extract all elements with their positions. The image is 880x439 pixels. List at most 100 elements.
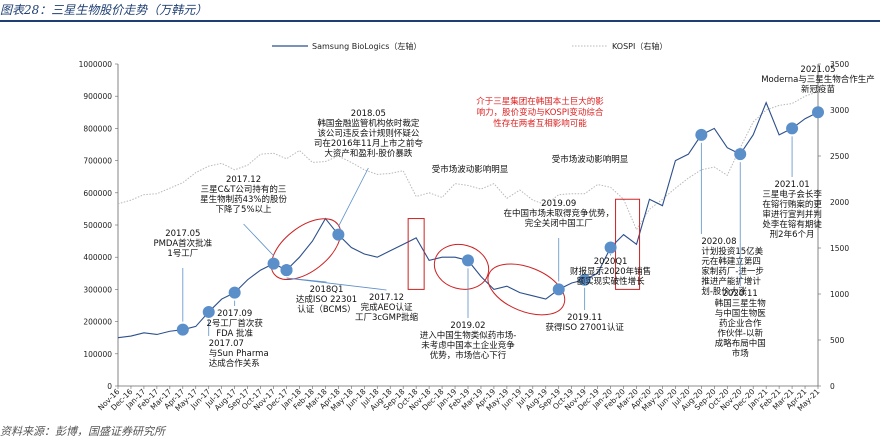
title-rule: [0, 20, 880, 22]
event-annotation-line: 该公司违反会计规则怀疑公: [317, 128, 420, 139]
event-annotation-line: 认证（BCMS）: [297, 304, 355, 315]
event-annotation-line: 2019.09: [541, 199, 576, 209]
event-annotation-line: 工厂3cGMP批缩: [355, 312, 419, 323]
event-annotation-line: 下降了5%以上: [216, 204, 272, 215]
highlight-ellipse-2019-mid: [487, 263, 566, 316]
event-annotation-line: 与中国生物医: [715, 308, 767, 319]
event-annotation-line: 达成ISO 22301: [296, 294, 357, 305]
left-tick-label: 300000: [83, 285, 112, 294]
event-annotation-line: 2017.05: [165, 229, 200, 239]
event-arrow: [243, 223, 274, 256]
event-annotation-line: 三星电子会长李: [762, 189, 822, 200]
event-marker: [734, 148, 747, 161]
legend-label-samsung: Samsung BioLogics（左轴）: [312, 41, 421, 51]
left-tick-label: 100000: [83, 350, 112, 359]
event-annotation-line: Moderna与三星生物合作生产: [761, 74, 875, 85]
event-arrow: [286, 277, 387, 291]
red-note-line: 性存在两者互相影响可能: [493, 118, 587, 129]
right-tick-label: 1000: [830, 290, 849, 299]
figure-title: 图表28：三星生物股价走势（万韩元）: [0, 3, 208, 17]
event-annotation-line: 家制药厂-进一步: [701, 266, 764, 277]
event-annotation-line: 2019.11: [567, 313, 602, 323]
event-marker: [604, 241, 617, 254]
event-annotation-line: 刑2年6个月: [770, 229, 815, 240]
event-annotation-line: 药企业合作: [719, 318, 762, 329]
left-tick-label: 0: [107, 382, 112, 391]
event-annotation-line: 2017.12: [369, 293, 404, 303]
event-annotation-line: 星生物制药43%的股份: [200, 194, 287, 205]
event-marker: [332, 228, 345, 241]
event-annotation-line: 推进产能扩增计: [701, 276, 761, 287]
left-tick-label: 500000: [83, 221, 112, 230]
event-annotation-line: 审进行宣判并判: [762, 209, 822, 220]
event-marker: [267, 257, 280, 270]
event-annotation-line: 1号工厂: [167, 249, 198, 259]
event-marker: [695, 128, 708, 141]
event-annotation-line: 达成合作关系: [209, 358, 260, 369]
event-annotation-line: 2号工厂首次获: [206, 318, 263, 329]
right-tick-label: 3000: [830, 106, 849, 115]
source-note: 资料来源：彭博，国盛证券研究所: [0, 425, 165, 438]
event-annotation-line: 大资产和盈利-股价暴跌: [324, 148, 413, 159]
event-annotation-line: 2021.05: [800, 65, 835, 75]
event-annotation-line: 处李在镕有期徒: [762, 219, 822, 230]
event-annotation-line: 作伙伴-以新: [717, 328, 763, 339]
event-annotation-line: 2020Q1: [594, 257, 628, 267]
event-annotation-line: 韩国三星生物: [715, 298, 767, 309]
event-annotation-line: 划-股价大涨: [701, 286, 747, 297]
event-annotation-line: 成略布局中国: [715, 338, 766, 349]
red-note-line: 介于三星集团在韩国本土巨大的影: [476, 96, 604, 107]
kospi-line: [117, 91, 819, 231]
event-annotation-line: 2019.02: [450, 321, 485, 331]
event-annotation-line: 2021.01: [774, 180, 809, 190]
left-tick-label: 800000: [83, 124, 112, 133]
event-annotation-line: FDA 批准: [216, 328, 253, 339]
event-marker: [202, 305, 215, 318]
left-tick-label: 900000: [83, 92, 112, 101]
event-annotation-line: 计划投资15亿美: [701, 246, 763, 257]
event-marker: [176, 323, 189, 336]
event-annotation-line: 2020.11: [723, 289, 758, 299]
event-annotation-line: 进入中国生物类似药市场-: [420, 330, 517, 341]
red-note-line: 响力，股价变动与KOSPI变动综合: [477, 107, 604, 118]
event-marker: [812, 106, 824, 119]
right-tick-label: 2000: [830, 198, 849, 207]
event-annotation-line: 与Sun Pharma: [209, 349, 269, 359]
event-annotation-line: 未考虑中国本土企业竞争: [421, 340, 515, 351]
event-annotation-line: 在中国市场未取得竞争优势，: [503, 208, 614, 219]
event-annotation-line: 在镕行贿案的更: [762, 199, 822, 210]
event-annotation-line: 2018.05: [351, 109, 386, 119]
left-tick-label: 700000: [83, 157, 112, 166]
event-annotation-line: PMDA首次批准: [153, 238, 212, 249]
event-annotation-line: 司在2016年11月上市之前夸: [314, 138, 423, 149]
event-annotation-line: 财报显示2020年销售: [570, 266, 651, 277]
event-annotation-line: 额实现实破性增长: [577, 276, 646, 287]
event-annotation-line: 优势，市场信心下行: [430, 350, 507, 361]
event-annotation-line: 元在韩建立第四: [701, 256, 761, 267]
event-annotation-line: 2020.08: [701, 237, 736, 247]
right-tick-label: 3500: [830, 60, 849, 69]
event-annotation-line: 三星C&T公司持有的三: [201, 184, 287, 195]
event-annotation-line: 市场: [732, 348, 749, 359]
right-tick-label: 2500: [830, 152, 849, 161]
right-tick-label: 500: [830, 336, 845, 345]
highlight-ellipse-2019q1: [433, 243, 490, 290]
highlight-ellipse-2017-2018: [270, 218, 342, 280]
left-tick-label: 600000: [83, 189, 112, 198]
event-annotation-line: 2017.09: [217, 309, 252, 319]
event-annotation-line: 2018Q1: [310, 285, 344, 295]
event-arrow: [338, 167, 369, 227]
event-annotation-line: 获得ISO 27001认证: [545, 322, 624, 333]
market-note-1: 受市场波动影响明显: [432, 164, 509, 175]
event-annotation-line: 完全关闭中国工厂: [525, 218, 593, 229]
left-tick-label: 1000000: [79, 60, 113, 69]
event-annotation-line: 2017.12: [226, 175, 261, 185]
event-marker: [552, 283, 565, 296]
left-tick-label: 200000: [83, 318, 112, 327]
event-annotation-line: 完成AEO认证: [361, 302, 413, 313]
event-annotation-line: 新冠疫苗: [801, 84, 836, 95]
stock-chart: 0 100000 200000 300000 400000 500000 600000 700…: [79, 41, 875, 413]
event-marker: [786, 122, 799, 135]
event-annotation-line: 韩国金融监管机构依时裁定: [317, 118, 420, 129]
event-marker: [228, 286, 241, 299]
